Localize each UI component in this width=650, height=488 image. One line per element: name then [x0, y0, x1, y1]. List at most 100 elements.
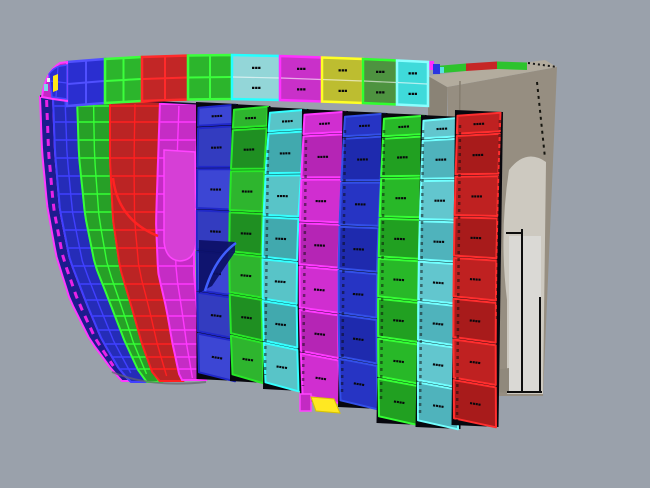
hull-plate[interactable]	[338, 181, 382, 227]
plate-label: ▪▪▪▪	[211, 354, 223, 362]
bow-tip-cluster[interactable]	[40, 60, 68, 103]
plate-label: ▪▪▪▪	[433, 239, 445, 245]
plate-label: ▪▪▪▪	[471, 194, 482, 200]
plate-label: ▪▪▪▪	[279, 151, 291, 157]
seam-marking-glyphs	[340, 129, 347, 397]
plate-label: ▪▪▪▪	[241, 189, 253, 195]
hull-plate[interactable]	[416, 381, 459, 431]
deck-plate-cyan-2[interactable]: ▪▪▪ ▪▪▪	[395, 59, 430, 108]
magenta-round-plate[interactable]	[163, 149, 197, 262]
strake-3-cyan[interactable]: ▪▪▪▪ ▪▪▪▪ ▪▪▪▪ ▪▪▪▪ ▪▪▪▪ ▪▪▪▪ ▪▪▪▪	[261, 107, 309, 393]
hull-plate[interactable]	[228, 211, 264, 256]
plate-label: ▪▪▪▪	[210, 145, 222, 151]
plate-label: ▪▪▪▪	[393, 277, 405, 284]
deck-plate-red[interactable]	[140, 54, 190, 103]
strake-7-cyan[interactable]: ▪▪▪▪ ▪▪▪▪ ▪▪▪▪ ▪▪▪▪ ▪▪▪▪ ▪▪▪▪ ▪▪▪▪ ▪▪▪▪	[415, 115, 464, 431]
hull-plate[interactable]	[230, 127, 268, 170]
plate-label: ▪▪▪▪	[211, 113, 223, 120]
strake-4-magenta[interactable]: ▪▪▪▪ ▪▪▪▪ ▪▪▪▪ ▪▪▪▪ ▪▪▪▪ ▪▪▪▪ ▪▪▪▪	[298, 109, 349, 405]
deck-plate-cyan[interactable]: ▪▪▪ ▪▪▪	[230, 53, 282, 102]
hull-plate[interactable]	[228, 252, 263, 299]
deck-strip[interactable]	[466, 61, 497, 72]
strake-2-green[interactable]: ▪▪▪▪ ▪▪▪▪ ▪▪▪▪ ▪▪▪▪ ▪▪▪▪ ▪▪▪▪ ▪▪▪▪	[228, 104, 271, 385]
hull-plate[interactable]	[452, 338, 497, 386]
hull-plate[interactable]	[231, 105, 269, 129]
deck-plate-blue[interactable]	[65, 57, 107, 108]
hull-plate[interactable]	[261, 300, 299, 349]
seam-marking-glyphs	[455, 124, 462, 421]
plate-label: ▪▪▪▪	[473, 121, 485, 128]
bottom-step-yellow-wedge[interactable]	[310, 396, 341, 414]
plate-divider	[397, 81, 428, 85]
plate-label: ▪▪▪▪	[472, 152, 484, 158]
plate-label: ▪▪▪▪	[394, 236, 406, 242]
plate-label: ▪▪▪▪	[240, 314, 252, 321]
red-plate-corner-arc	[111, 177, 159, 238]
strake-6-green[interactable]: ▪▪▪▪ ▪▪▪▪ ▪▪▪▪ ▪▪▪▪ ▪▪▪▪ ▪▪▪▪ ▪▪▪▪ ▪▪▪▪	[376, 113, 427, 427]
plate-label: ▪▪▪▪	[210, 312, 222, 319]
bow-edge-dashes	[45, 99, 115, 367]
hull-plate[interactable]	[337, 313, 378, 365]
seam-line	[64, 100, 132, 374]
hull-plate[interactable]	[262, 174, 302, 218]
seam-line	[92, 101, 148, 375]
plate-label: ▪▪▪▪	[392, 358, 404, 365]
deck-strip[interactable]	[497, 61, 527, 71]
hull-plate[interactable]	[197, 332, 236, 383]
hull-plate[interactable]	[228, 293, 264, 342]
plate-label: ▪▪▪▪	[314, 331, 326, 338]
hull-plate[interactable]	[261, 258, 298, 305]
hull-plate[interactable]	[337, 225, 380, 273]
hull-plate[interactable]	[228, 170, 266, 213]
hull-plate[interactable]	[337, 269, 378, 319]
deck-plate-magenta[interactable]: ▪▪▪ ▪▪▪	[278, 54, 324, 103]
plate-label: ▪▪▪▪	[469, 400, 481, 408]
deck-plate-green-2[interactable]	[186, 53, 234, 101]
hull-plate[interactable]	[452, 379, 497, 429]
plate-label: ▪▪▪	[251, 85, 260, 92]
hull-plate[interactable]	[453, 175, 500, 217]
deck-plate-olive[interactable]: ▪▪▪ ▪▪▪	[361, 57, 399, 106]
plate-label: ▪▪▪	[375, 89, 384, 96]
deck-plate-green[interactable]	[103, 55, 144, 105]
plate-label: ▪▪▪	[338, 87, 347, 94]
bottom-step-magenta[interactable]	[299, 393, 312, 412]
deck-plate-band[interactable]: ▪▪▪ ▪▪▪ ▪▪▪ ▪▪▪ ▪▪▪ ▪▪▪ ▪▪▪ ▪▪▪ ▪▪▪ ▪▪▪	[65, 53, 430, 108]
plate-label: ▪▪▪	[296, 86, 305, 93]
edge-marking-glyphs	[536, 81, 546, 159]
hull-plate[interactable]	[261, 216, 300, 262]
hull-bottom-shadow	[111, 371, 207, 385]
plate-label: ▪▪▪▪	[353, 381, 365, 389]
plate-label: ▪▪▪▪	[434, 198, 445, 204]
bow-tip-cyan-mark	[44, 84, 48, 91]
plate-label: ▪▪▪▪	[209, 229, 221, 236]
plate-divider	[322, 78, 363, 82]
plate-label: ▪▪▪▪	[469, 277, 481, 284]
plate-label: ▪▪▪	[375, 69, 384, 76]
plate-label: ▪▪▪▪	[432, 403, 444, 411]
plate-label: ▪▪▪▪	[275, 364, 287, 372]
hull-plate[interactable]	[455, 111, 502, 135]
plate-label: ▪▪▪	[296, 66, 305, 73]
plate-label: ▪▪▪▪	[432, 321, 444, 328]
strake-5-blue[interactable]: ▪▪▪▪ ▪▪▪▪ ▪▪▪▪ ▪▪▪▪ ▪▪▪▪ ▪▪▪▪ ▪▪▪▪	[337, 111, 388, 411]
bow-shell-block[interactable]	[38, 95, 208, 385]
seam-marking-glyphs	[263, 149, 270, 376]
hull-plate[interactable]	[452, 257, 498, 302]
hull-plate[interactable]	[454, 132, 501, 176]
seam-marking-glyphs	[301, 139, 308, 387]
plate-label: ▪▪▪▪	[277, 193, 289, 199]
hull-plate[interactable]	[452, 297, 497, 344]
plate-label: ▪▪▪▪	[210, 187, 222, 193]
plate-label: ▪▪▪▪	[274, 321, 286, 328]
plate-label: ▪▪▪▪	[392, 317, 404, 324]
gray-structure-recess[interactable]	[509, 236, 541, 392]
plate-label: ▪▪▪▪	[358, 123, 370, 130]
hull-plate[interactable]	[452, 216, 499, 260]
seam-line	[133, 103, 168, 377]
plate-label: ▪▪▪▪	[395, 196, 406, 202]
deck-plate-yellow[interactable]: ▪▪▪ ▪▪▪	[320, 56, 365, 105]
strake-8-red[interactable]: ▪▪▪▪ ▪▪▪▪ ▪▪▪▪ ▪▪▪▪ ▪▪▪▪ ▪▪▪▪ ▪▪▪▪ ▪▪▪▪	[451, 110, 504, 429]
